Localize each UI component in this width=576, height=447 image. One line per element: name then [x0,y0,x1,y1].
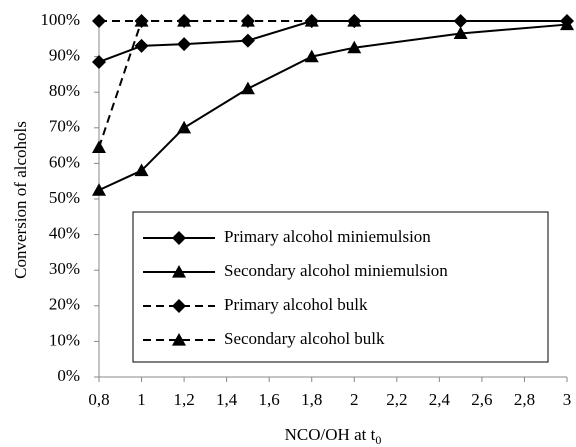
x-tick-label: 1,6 [259,390,280,409]
marker-triangle [453,26,468,40]
marker-triangle [177,120,192,134]
legend-label: Secondary alcohol bulk [224,329,385,348]
y-tick-label: 50% [49,188,80,207]
x-tick-label: 1,8 [301,390,322,409]
y-tick-label: 10% [49,330,80,349]
x-axis-label-sub: 0 [375,433,381,447]
x-tick-label: 0,8 [88,390,109,409]
marker-triangle [240,14,255,27]
marker-diamond [134,38,149,53]
y-tick-label: 70% [49,117,80,136]
x-axis-label: NCO/OH at t0 [285,425,382,447]
y-tick-label: 30% [49,259,80,278]
y-tick-label: 60% [49,152,80,171]
marker-diamond [177,37,192,52]
y-tick-label: 40% [49,224,80,243]
legend: Primary alcohol miniemulsion Secondary al… [132,211,549,363]
marker-diamond [172,231,186,245]
marker-diamond [240,33,255,48]
series-line [98,20,567,63]
y-tick-label: 80% [49,81,80,100]
x-tick-label: 2 [350,390,359,409]
y-axis-label: Conversion of alcohols [11,121,30,279]
x-tick-label: 1,4 [216,390,238,409]
y-tick-label: 100% [40,10,80,29]
marker-triangle [92,140,106,153]
marker-diamond [92,54,106,69]
series-line [98,20,355,148]
legend-label: Secondary alcohol miniemulsion [224,261,448,280]
marker-diamond [92,14,106,28]
legend-label: Primary alcohol bulk [224,295,368,314]
x-tick-label: 1 [137,390,146,409]
marker-triangle [92,183,106,196]
x-tick-label: 2,4 [429,390,451,409]
marker-triangle [177,14,192,27]
x-tick-label: 3 [563,390,572,409]
marker-triangle [172,333,186,346]
marker-triangle [347,14,362,27]
marker-triangle [134,14,149,27]
marker-triangle [172,265,186,278]
marker-triangle [304,14,319,27]
marker-triangle [560,17,574,31]
marker-triangle [240,81,255,95]
y-tick-label: 0% [57,366,80,385]
marker-triangle [347,40,362,54]
y-tick-label: 20% [49,295,80,314]
x-tick-label: 2,8 [514,390,535,409]
y-tick-label: 90% [49,46,80,65]
x-axis-label-main: NCO/OH at t [285,425,376,444]
x-tick-label: 1,2 [173,390,194,409]
marker-diamond [453,14,468,28]
marker-triangle [304,49,319,63]
x-tick-label: 2,2 [386,390,407,409]
x-tick-label: 2,6 [471,390,492,409]
legend-label: Primary alcohol miniemulsion [224,227,431,246]
marker-triangle [134,163,149,177]
marker-diamond [172,299,186,313]
series-line [98,23,568,192]
